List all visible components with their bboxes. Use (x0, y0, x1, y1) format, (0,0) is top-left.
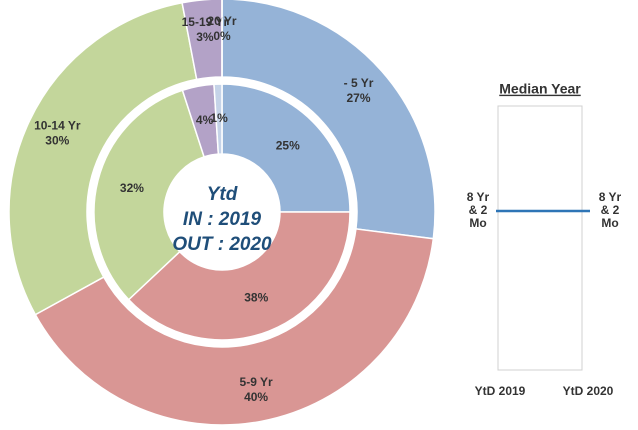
slice-label: 1% (210, 111, 228, 125)
center-text: Ytd (207, 184, 238, 205)
x-tick-label: YtD 2019 (475, 384, 526, 398)
panel-title: Median Year (499, 81, 581, 97)
donut-slice (127, 211, 351, 341)
center-text: IN : 2019 (183, 209, 262, 230)
slice-label: 40% (244, 390, 268, 404)
slice-category: 5-9 Yr (240, 375, 273, 389)
donut-slice (8, 1, 198, 316)
slice-label: 0% (213, 29, 231, 43)
center-text: OUT : 2020 (172, 234, 272, 255)
slice-category: 20 Yr (207, 14, 236, 28)
donut-slice (213, 83, 223, 155)
slice-label: 32% (120, 181, 144, 195)
slice-label: 38% (244, 291, 268, 305)
panel-frame (497, 105, 583, 371)
x-tick-label: YtD 2020 (563, 384, 614, 398)
value-label: 8 Yr & 2 Mo (466, 190, 490, 230)
slice-category: - 5 Yr (344, 76, 374, 90)
slice-label: 3% (196, 30, 214, 44)
slice-label: 30% (45, 134, 69, 148)
donut-slice (221, 83, 351, 213)
slice-label: 25% (276, 138, 300, 152)
slice-label: 27% (347, 91, 371, 105)
slice-category: 15-19 Yr (182, 15, 229, 29)
slice-category: 10-14 Yr (34, 119, 81, 133)
slice-label: 4% (196, 113, 214, 127)
donut-slice (34, 228, 435, 426)
value-label: 8 Yr & 2 Mo (598, 190, 622, 230)
donut-slice (93, 89, 206, 301)
donut-slice (221, 0, 436, 240)
